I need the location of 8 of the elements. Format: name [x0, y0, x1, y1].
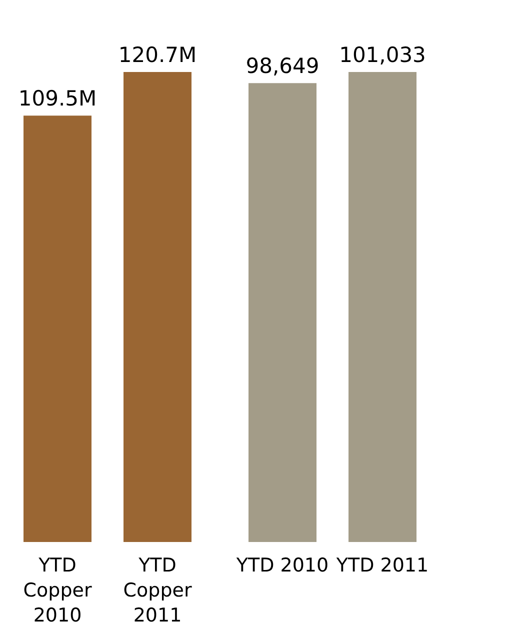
- data-label: 109.5M: [18, 86, 97, 111]
- data-label: 101,033: [339, 43, 426, 67]
- x-tick-label: YTD Copper 2011: [123, 554, 192, 626]
- data-label: 120.7M: [118, 43, 197, 67]
- x-tick-label: YTD 2010: [235, 554, 329, 576]
- x-tick-label: YTD Copper 2010: [23, 554, 92, 626]
- x-tick-label: YTD 2011: [335, 554, 429, 576]
- data-label: 98,649: [246, 54, 320, 78]
